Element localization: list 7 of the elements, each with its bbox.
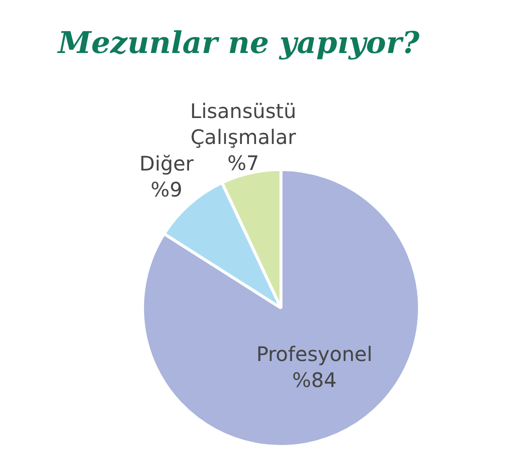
slice-label: Lisansüstü Çalışmalar bbox=[190, 99, 297, 150]
slice-label: Diğer bbox=[139, 151, 194, 176]
slice-label: Profesyonel bbox=[256, 342, 372, 366]
data-label: %7 bbox=[227, 151, 260, 176]
chart-title: Mezunlar ne yapıyor? bbox=[58, 26, 420, 61]
data-label: %84 bbox=[292, 368, 337, 392]
data-label: %9 bbox=[150, 177, 182, 202]
